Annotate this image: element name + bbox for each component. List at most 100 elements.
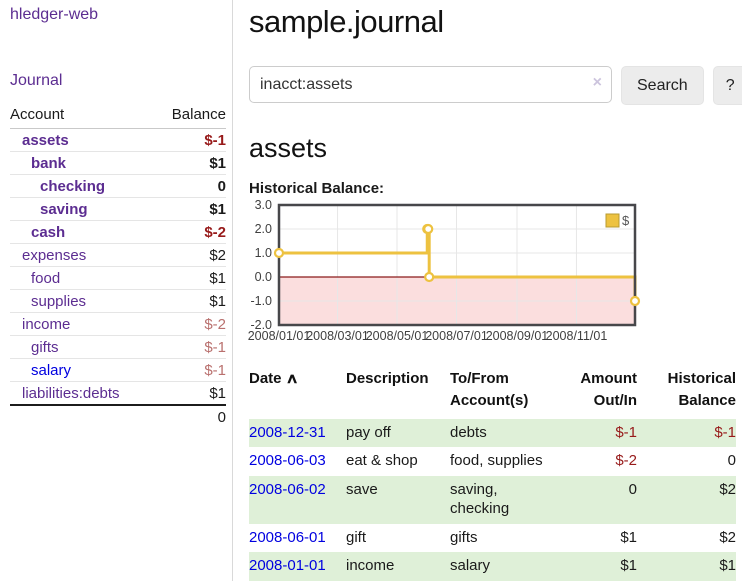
accounts-col-header: Account [10, 104, 155, 129]
svg-text:1.0: 1.0 [255, 246, 272, 260]
balance-col-header: Balance [154, 104, 226, 129]
sidebar: hledger-web Journal Account Balance asse… [0, 0, 233, 581]
account-link[interactable]: assets [22, 132, 69, 149]
accounts-total-row: 0 [10, 404, 226, 428]
txn-amount: 0 [628, 481, 637, 498]
svg-text:2008/03/01: 2008/03/01 [306, 329, 369, 343]
account-name-cell: income [10, 312, 155, 336]
transaction-row: 2008-12-31 pay off debts $-1 $-1 [249, 418, 736, 448]
transaction-row: 2008-06-03 eat & shop food, supplies $-2 0 [249, 447, 736, 476]
account-link[interactable]: saving [40, 201, 88, 218]
account-link[interactable]: income [22, 316, 71, 333]
clear-search-icon[interactable]: × [592, 74, 602, 91]
txn-date-link[interactable]: 2008-06-02 [249, 481, 326, 498]
txn-date-link[interactable]: 2008-06-03 [249, 452, 326, 470]
page-title: sample.journal [249, 4, 444, 39]
txn-description: eat & shop [346, 452, 418, 470]
txn-description: save [346, 481, 378, 498]
account-link[interactable]: cash [31, 224, 66, 241]
svg-text:-2.0: -2.0 [250, 318, 272, 332]
account-heading: assets [249, 133, 328, 163]
svg-text:2.0: 2.0 [255, 222, 272, 236]
txn-balance: $1 [719, 557, 736, 575]
date-column-sort[interactable]: Date ∧ [249, 370, 299, 387]
search-input[interactable] [249, 66, 612, 103]
account-name-cell: liabilities:debts [10, 382, 154, 406]
account-balance: $1 [154, 197, 226, 221]
svg-text:-1.0: -1.0 [250, 294, 272, 308]
brand-link[interactable]: hledger-web [10, 6, 99, 23]
account-link[interactable]: gifts [31, 339, 59, 356]
account-row: liabilities:debts $1 [10, 382, 226, 406]
svg-text:2008/05/01: 2008/05/01 [366, 329, 429, 343]
txn-date-cell: 2008-06-02 [249, 476, 346, 524]
main-content: sample.journal × Search ? assets Histori… [233, 0, 742, 581]
txn-date-link[interactable]: 2008-06-01 [249, 528, 326, 546]
account-balance: $-1 [154, 358, 226, 382]
account-link[interactable]: liabilities:debts [22, 385, 120, 402]
account-name-cell: bank [10, 151, 155, 175]
txn-accounts: saving, checking [450, 481, 510, 517]
txn-date-cell: 2008-06-01 [249, 524, 346, 553]
chart-legend: $ [605, 213, 630, 228]
account-balance: $1 [209, 385, 226, 402]
account-balance: 0 [154, 174, 226, 198]
account-name-cell: gifts [10, 335, 155, 359]
search-button[interactable]: Search [621, 66, 704, 105]
account-row: gifts $-1 [10, 335, 226, 359]
account-link[interactable]: checking [40, 178, 106, 195]
account-link[interactable]: food [31, 270, 61, 287]
txn-amount: $1 [620, 528, 637, 546]
txn-accounts: gifts [450, 528, 478, 546]
txn-description: pay off [346, 423, 391, 441]
account-link[interactable]: salary [31, 362, 72, 379]
txn-balance: $2 [719, 481, 736, 498]
chart-svg: 3.0 2.0 1.0 0.0 -1.0 -2.02008/01/012008/03/01… [248, 198, 641, 343]
txn-amount: $-2 [615, 452, 637, 470]
account-name-cell: checking [10, 174, 155, 198]
txn-balance: $2 [719, 528, 736, 546]
txn-date-cell: 2008-06-03 [249, 447, 346, 476]
account-link[interactable]: bank [31, 155, 67, 172]
account-link[interactable]: expenses [22, 247, 87, 264]
search-field-wrap: × [249, 66, 612, 105]
help-button[interactable]: ? [712, 66, 742, 105]
balance-column-header: Historical Balance [667, 370, 736, 409]
txn-date-link[interactable]: 2008-01-01 [249, 557, 326, 575]
transaction-row: 2008-06-01 gift gifts $1 $2 [249, 524, 736, 553]
account-name-cell: food [10, 266, 155, 290]
txn-amount: $1 [620, 557, 637, 575]
amount-column-header: Amount Out/In [580, 370, 637, 409]
account-row: bank $1 [10, 151, 226, 175]
legend-swatch-icon [605, 213, 620, 228]
account-name-cell: supplies [10, 289, 155, 313]
account-balance: $-2 [154, 312, 226, 336]
txn-accounts: salary [450, 557, 491, 575]
txn-accounts: food, supplies [450, 452, 543, 470]
account-balance: $1 [154, 266, 226, 290]
account-name-cell: assets [10, 128, 155, 152]
journal-link[interactable]: Journal [10, 72, 63, 89]
txn-balance: 0 [727, 452, 736, 470]
account-balance: $-1 [154, 335, 226, 359]
account-balance: $1 [154, 289, 226, 313]
account-balance: $-2 [154, 220, 226, 244]
register-table: Date ∧ Description To/From Account(s) Amo… [249, 365, 736, 581]
svg-text:2008/11/01: 2008/11/01 [546, 329, 608, 343]
account-row: supplies $1 [10, 289, 226, 313]
account-name-cell: saving [10, 197, 155, 221]
accounts-table: Account Balance assets $-1 bank $1 checking 0… [10, 104, 226, 428]
account-balance: $2 [154, 243, 226, 267]
txn-accounts: debts [450, 423, 487, 441]
txn-date-link[interactable]: 2008-12-31 [249, 423, 326, 441]
account-row: salary $-1 [10, 358, 226, 382]
account-link[interactable]: supplies [31, 293, 87, 310]
sort-asc-icon: ∧ [284, 370, 299, 386]
account-row: expenses $2 [10, 243, 226, 267]
accounts-total-value: 0 [154, 404, 226, 428]
account-name-cell: expenses [10, 243, 155, 267]
txn-balance: $-1 [714, 423, 736, 441]
svg-text:2008/01/01: 2008/01/01 [248, 329, 311, 343]
txn-date-cell: 2008-12-31 [249, 419, 346, 448]
